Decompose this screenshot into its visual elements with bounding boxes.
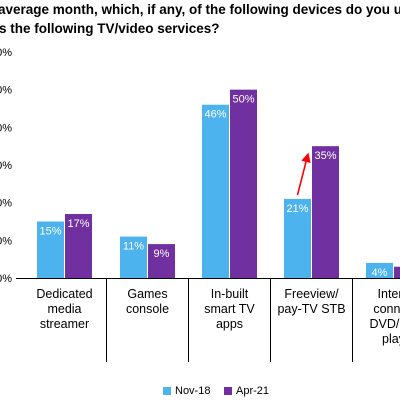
y-tick-label: 0% bbox=[0, 85, 12, 97]
category-label: In-built smart TV apps bbox=[204, 287, 255, 331]
chart-title-line-1: average month, which, if any, of the fol… bbox=[0, 2, 400, 17]
legend-label-series-2: Apr-21 bbox=[236, 385, 270, 397]
y-tick-label: 0% bbox=[0, 122, 12, 134]
legend-swatch-series-1 bbox=[163, 387, 171, 395]
bar-value-label: 46% bbox=[204, 109, 226, 121]
y-tick-label: 0% bbox=[0, 160, 12, 172]
bar-value-label: 35% bbox=[314, 150, 336, 162]
bar-value-label: 21% bbox=[286, 203, 308, 215]
legend-item-series-1: Nov-18 bbox=[163, 385, 210, 397]
y-tick-label: 0% bbox=[0, 235, 12, 247]
y-tick-label: 0% bbox=[0, 198, 12, 210]
category-label: InternconnecDVD/Bluplay bbox=[370, 287, 400, 346]
category-label: Freeview/pay-TV STB bbox=[277, 287, 345, 316]
bar-value-label: 50% bbox=[232, 94, 254, 106]
bar-nov-18 bbox=[37, 221, 64, 278]
legend-item-series-2: Apr-21 bbox=[224, 385, 269, 397]
bar-value-label: 17% bbox=[67, 218, 89, 230]
bar-value-label: 9% bbox=[154, 248, 170, 260]
y-tick-label: 0% bbox=[0, 273, 12, 285]
category-label: Dedicated media streamer bbox=[36, 287, 92, 331]
bar-apr-21 bbox=[148, 244, 175, 278]
bar-nov-18 bbox=[202, 104, 229, 278]
chart-title: average month, which, if any, of the fol… bbox=[0, 2, 400, 42]
bar-nov-18 bbox=[284, 198, 311, 278]
category-label: Games console bbox=[126, 287, 169, 316]
bar-nov-18 bbox=[366, 262, 393, 278]
bar-apr-21 bbox=[65, 213, 92, 278]
bar-apr-21 bbox=[230, 89, 257, 279]
chart-title-line-2: s the following TV/video services? bbox=[0, 21, 220, 36]
chart-legend: Nov-18 Apr-21 bbox=[0, 385, 400, 399]
bar-value-label: 11% bbox=[123, 241, 144, 253]
legend-label-series-1: Nov-18 bbox=[175, 385, 211, 397]
bar-nov-18 bbox=[120, 236, 147, 278]
bar-value-label: 15% bbox=[39, 226, 61, 238]
bar-apr-21 bbox=[312, 146, 339, 278]
legend-swatch-series-2 bbox=[224, 387, 232, 395]
annotation-arrow bbox=[296, 152, 311, 196]
bar-apr-21 bbox=[394, 266, 400, 278]
y-tick-label: 0% bbox=[0, 47, 12, 59]
bar-value-label: 4% bbox=[372, 267, 388, 279]
